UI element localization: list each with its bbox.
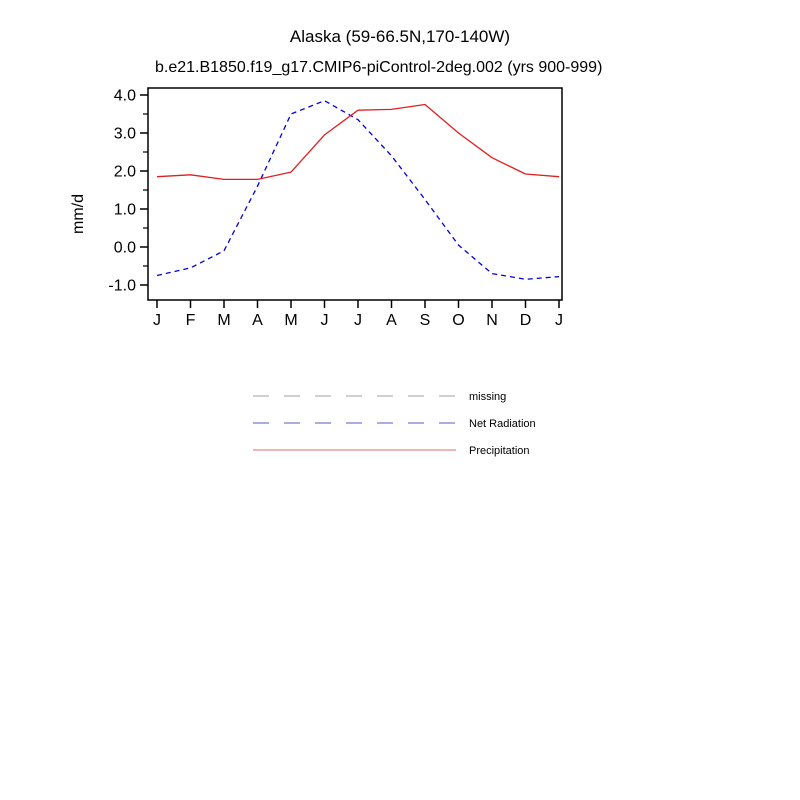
x-tick-label: J (555, 312, 563, 329)
y-tick-label: 4.0 (114, 88, 136, 105)
chart-title: Alaska (59-66.5N,170-140W) (289, 27, 511, 46)
x-tick-label: J (321, 312, 329, 329)
x-tick-label: D (520, 312, 532, 329)
x-tick-label: S (420, 312, 431, 329)
x-tick-label: A (252, 312, 263, 329)
chart-subtitle: b.e21.B1850.f19_g17.CMIP6-piControl-2deg… (155, 59, 603, 76)
y-tick-label: 0.0 (114, 240, 136, 257)
y-tick-label: 2.0 (114, 164, 136, 181)
x-tick-label: M (284, 312, 297, 329)
series-net-radiation-line (156, 100, 560, 280)
y-tick-label: 3.0 (114, 126, 136, 143)
x-tick-label: A (386, 312, 397, 329)
plot-frame (147, 87, 563, 301)
legend-label-precipitation: Precipitation (469, 445, 530, 457)
x-tick-label: M (217, 312, 230, 329)
legend-label-net-radiation: Net Radiation (469, 418, 536, 430)
series-precipitation-line (156, 103, 560, 181)
x-tick-label: J (354, 312, 362, 329)
y-tick-label: 1.0 (114, 202, 136, 219)
x-tick-label: J (153, 312, 161, 329)
x-tick-label: N (486, 312, 498, 329)
x-tick-label: O (452, 312, 464, 329)
x-tick-label: F (186, 312, 196, 329)
y-tick-label: -1.0 (108, 278, 136, 295)
legend-label-missing: missing (469, 391, 506, 403)
